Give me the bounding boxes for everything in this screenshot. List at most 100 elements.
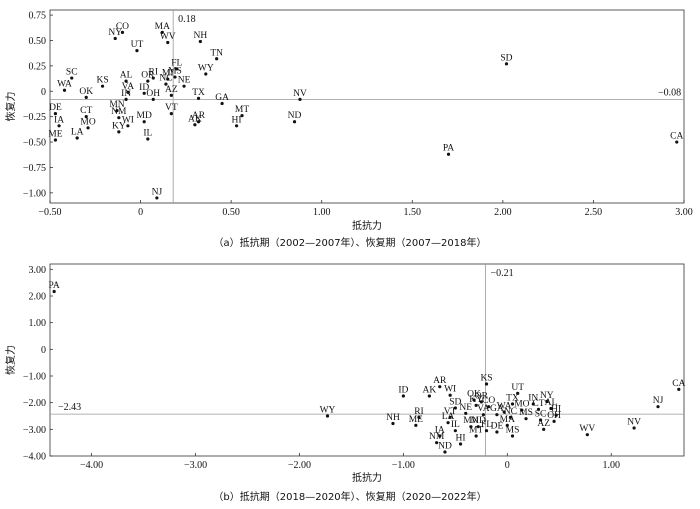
data-point-nh: [391, 421, 395, 426]
data-point-va: [481, 413, 486, 417]
data-point-nd: [292, 120, 297, 124]
data-point-label-va: VA: [477, 404, 490, 414]
data-point-wi: [126, 124, 130, 128]
data-point-nd: [443, 450, 447, 454]
reference-x-value-label: −0.21: [490, 268, 513, 279]
data-point-label-nv: NV: [293, 89, 307, 99]
data-point-label-wa: WA: [497, 402, 512, 412]
data-point-label-ma: MA: [155, 22, 170, 32]
data-point-label-me: ME: [409, 415, 423, 425]
data-point-label-ia: IA: [54, 115, 64, 125]
data-point-label-co: CO: [482, 396, 495, 406]
data-point-label-ky: KY: [469, 395, 483, 405]
data-point-label-nv: NV: [627, 418, 641, 428]
data-point-pa: [52, 289, 56, 294]
data-point-label-va: VA: [122, 82, 135, 92]
data-point-label-nj: NJ: [653, 396, 664, 406]
data-point-mn: [469, 425, 473, 429]
data-point-ok: [84, 95, 88, 99]
data-point-label-ct: CT: [532, 399, 544, 409]
data-point-ca: [675, 140, 679, 144]
data-point-label-sd: SD: [449, 398, 461, 408]
data-point-me: [414, 423, 418, 427]
data-point-label-mt: MT: [235, 105, 249, 115]
data-point-hi: [234, 124, 239, 128]
data-point-tx: [510, 402, 515, 406]
data-point-nj: [656, 405, 660, 409]
data-point-sd: [504, 62, 509, 66]
x-tick-label: 1.00: [602, 460, 620, 471]
data-point-label-ri: RI: [149, 68, 159, 78]
y-tick-label: −2.00: [23, 398, 46, 409]
y-tick-label: 0.50: [29, 36, 47, 47]
data-point-md: [142, 120, 146, 124]
data-point-id: [142, 91, 146, 95]
data-point-label-mo: MO: [80, 117, 95, 127]
data-point-label-wa: WA: [57, 80, 72, 90]
x-tick-label: 0.50: [222, 207, 240, 218]
x-tick-label: −2.00: [288, 460, 311, 471]
y-tick-label: 2.00: [29, 292, 47, 303]
data-point-label-al: AL: [545, 398, 558, 408]
data-point-az: [169, 93, 173, 97]
data-point-tn: [215, 57, 219, 61]
y-tick-label: −4.00: [23, 452, 46, 463]
data-point-label-ga: GA: [490, 404, 504, 414]
data-point-label-nc: NC: [504, 407, 517, 417]
data-point-ms: [524, 417, 528, 421]
data-point-label-id: ID: [398, 386, 408, 396]
data-point-label-mn: MN: [109, 100, 124, 110]
data-point-mi: [166, 77, 170, 81]
data-point-label-pa: PA: [443, 144, 454, 154]
data-point-fl: [175, 67, 179, 71]
data-point-mn: [115, 108, 119, 113]
panel-a-frame: [49, 9, 685, 204]
data-point-nm: [435, 441, 439, 445]
y-tick-label: 0: [41, 87, 46, 98]
reference-x-value-label: 0.18: [178, 14, 196, 25]
data-point-label-vt: VT: [165, 103, 178, 113]
data-point-va: [126, 90, 130, 94]
data-point-label-wy: WY: [198, 63, 214, 73]
data-point-label-la: LA: [442, 412, 455, 422]
data-point-label-ok: OK: [467, 390, 481, 400]
x-tick-label: −1.00: [392, 460, 415, 471]
data-point-ma: [505, 423, 509, 427]
data-point-label-ms: MS: [519, 408, 533, 418]
y-tick-label: 1.00: [29, 318, 47, 329]
panel-a-x-axis-label: 抵抗力: [352, 219, 382, 232]
panel-b-frame: [49, 263, 685, 457]
data-point-fl: [484, 429, 489, 433]
panel-b-caption: （b）抵抗期（2018—2020年）、恢复期（2020—2022年）: [213, 490, 486, 503]
data-point-label-wy: WY: [320, 406, 336, 416]
data-point-md: [476, 425, 480, 429]
data-point-ak: [193, 123, 197, 127]
data-point-ky: [474, 403, 478, 407]
data-point-nm: [117, 116, 121, 120]
data-point-az: [542, 427, 546, 431]
data-point-ok: [472, 398, 476, 402]
data-point-label-ky: KY: [112, 121, 126, 131]
data-point-ga: [220, 101, 224, 106]
data-point-label-ut: UT: [131, 40, 144, 50]
y-tick-label: −0.50: [23, 138, 46, 149]
data-point-ny: [113, 36, 117, 41]
data-point-vt: [448, 415, 452, 419]
data-point-label-or: OR: [475, 391, 489, 401]
data-point-label-ri: RI: [414, 407, 424, 417]
data-point-label-wi: WI: [444, 385, 456, 395]
data-point-label-wv: WV: [160, 32, 176, 42]
panel-a-y-axis-label: 恢复力: [4, 92, 17, 122]
data-point-al: [124, 79, 128, 83]
panel-b-y-axis-label: 恢复力: [4, 345, 17, 375]
data-point-label-hi: HI: [551, 405, 561, 415]
x-tick-label: 1.50: [404, 207, 422, 218]
data-point-mo: [86, 126, 90, 130]
data-point-vt: [169, 112, 173, 116]
data-point-wv: [166, 40, 170, 45]
y-tick-label: −0.75: [23, 163, 46, 174]
data-point-in: [531, 402, 535, 406]
panel-a-reference-lines: 0.18 −0.08: [50, 10, 684, 203]
